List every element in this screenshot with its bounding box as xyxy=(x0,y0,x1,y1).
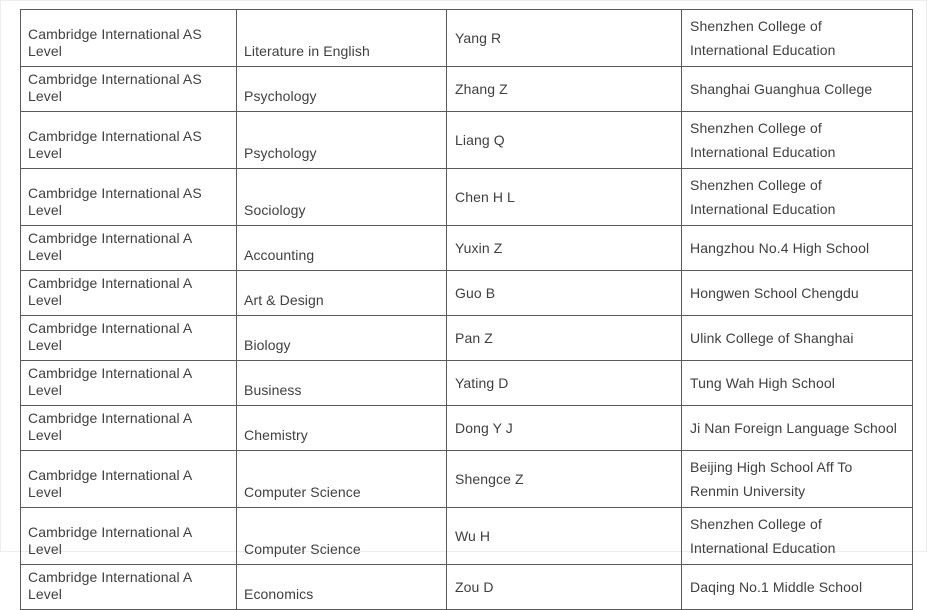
cell-student: Zou D xyxy=(446,564,682,610)
cell-qualification: Cambridge International AS Level xyxy=(20,111,237,169)
table-row: Cambridge International A Level Economics… xyxy=(20,564,913,610)
table-row: Cambridge International A Level Business Y… xyxy=(20,360,913,406)
cell-qualification: Cambridge International A Level xyxy=(20,225,237,271)
cell-school: Shenzhen College of International Educat… xyxy=(681,168,913,226)
cell-student: Chen H L xyxy=(446,168,682,226)
cell-qualification: Cambridge International A Level xyxy=(20,360,237,406)
table-row: Cambridge International A Level Computer … xyxy=(20,450,913,508)
cell-student: Shengce Z xyxy=(446,450,682,508)
cell-student: Yuxin Z xyxy=(446,225,682,271)
cell-subject: Accounting xyxy=(236,225,447,271)
cell-student: Zhang Z xyxy=(446,66,682,112)
cell-school: Shenzhen College of International Educat… xyxy=(681,9,913,67)
cell-qualification: Cambridge International AS Level xyxy=(20,9,237,67)
cell-school: Shanghai Guanghua College xyxy=(681,66,913,112)
cell-school: Shenzhen College of International Educat… xyxy=(681,111,913,169)
table-row: Cambridge International AS Level Sociolog… xyxy=(20,168,913,226)
cell-subject: Biology xyxy=(236,315,447,361)
cell-qualification: Cambridge International AS Level xyxy=(20,168,237,226)
cell-subject: Economics xyxy=(236,564,447,610)
cell-school: Tung Wah High School xyxy=(681,360,913,406)
cell-qualification: Cambridge International A Level xyxy=(20,564,237,610)
cell-student: Yang R xyxy=(446,9,682,67)
cell-student: Yating D xyxy=(446,360,682,406)
cell-subject: Art & Design xyxy=(236,270,447,316)
cell-student: Pan Z xyxy=(446,315,682,361)
table-row: Cambridge International A Level Biology Pa… xyxy=(20,315,913,361)
table-row: Cambridge International A Level Art & Des… xyxy=(20,270,913,316)
cell-school: Beijing High School Aff To Renmin Univer… xyxy=(681,450,913,508)
cell-subject: Psychology xyxy=(236,111,447,169)
table-row: Cambridge International A Level Accountin… xyxy=(20,225,913,271)
table-row: Cambridge International AS Level Psycholo… xyxy=(20,66,913,112)
cell-qualification: Cambridge International A Level xyxy=(20,450,237,508)
cell-student: Dong Y J xyxy=(446,405,682,451)
cell-school: Hangzhou No.4 High School xyxy=(681,225,913,271)
results-table-body: Cambridge International AS Level Literatu… xyxy=(20,9,913,610)
exam-results-table: Cambridge International AS Level Literatu… xyxy=(20,9,913,610)
cell-subject: Business xyxy=(236,360,447,406)
cell-qualification: Cambridge International A Level xyxy=(20,507,237,565)
table-row: Cambridge International A Level Computer … xyxy=(20,507,913,565)
cell-school: Shenzhen College of International Educat… xyxy=(681,507,913,565)
cell-qualification: Cambridge International A Level xyxy=(20,270,237,316)
cell-qualification: Cambridge International A Level xyxy=(20,315,237,361)
cell-subject: Computer Science xyxy=(236,507,447,565)
table-row: Cambridge International AS Level Literatu… xyxy=(20,9,913,67)
cell-qualification: Cambridge International AS Level xyxy=(20,66,237,112)
cell-student: Guo B xyxy=(446,270,682,316)
cell-school: Daqing No.1 Middle School xyxy=(681,564,913,610)
cell-subject: Computer Science xyxy=(236,450,447,508)
cell-subject: Literature in English xyxy=(236,9,447,67)
cell-student: Wu H xyxy=(446,507,682,565)
table-row: Cambridge International AS Level Psycholo… xyxy=(20,111,913,169)
cell-student: Liang Q xyxy=(446,111,682,169)
cell-qualification: Cambridge International A Level xyxy=(20,405,237,451)
table-row: Cambridge International A Level Chemistry… xyxy=(20,405,913,451)
cell-school: Ji Nan Foreign Language School xyxy=(681,405,913,451)
document-page: Cambridge International AS Level Literatu… xyxy=(20,9,913,610)
cell-subject: Sociology xyxy=(236,168,447,226)
cell-school: Ulink College of Shanghai xyxy=(681,315,913,361)
cell-school: Hongwen School Chengdu xyxy=(681,270,913,316)
cell-subject: Chemistry xyxy=(236,405,447,451)
cell-subject: Psychology xyxy=(236,66,447,112)
